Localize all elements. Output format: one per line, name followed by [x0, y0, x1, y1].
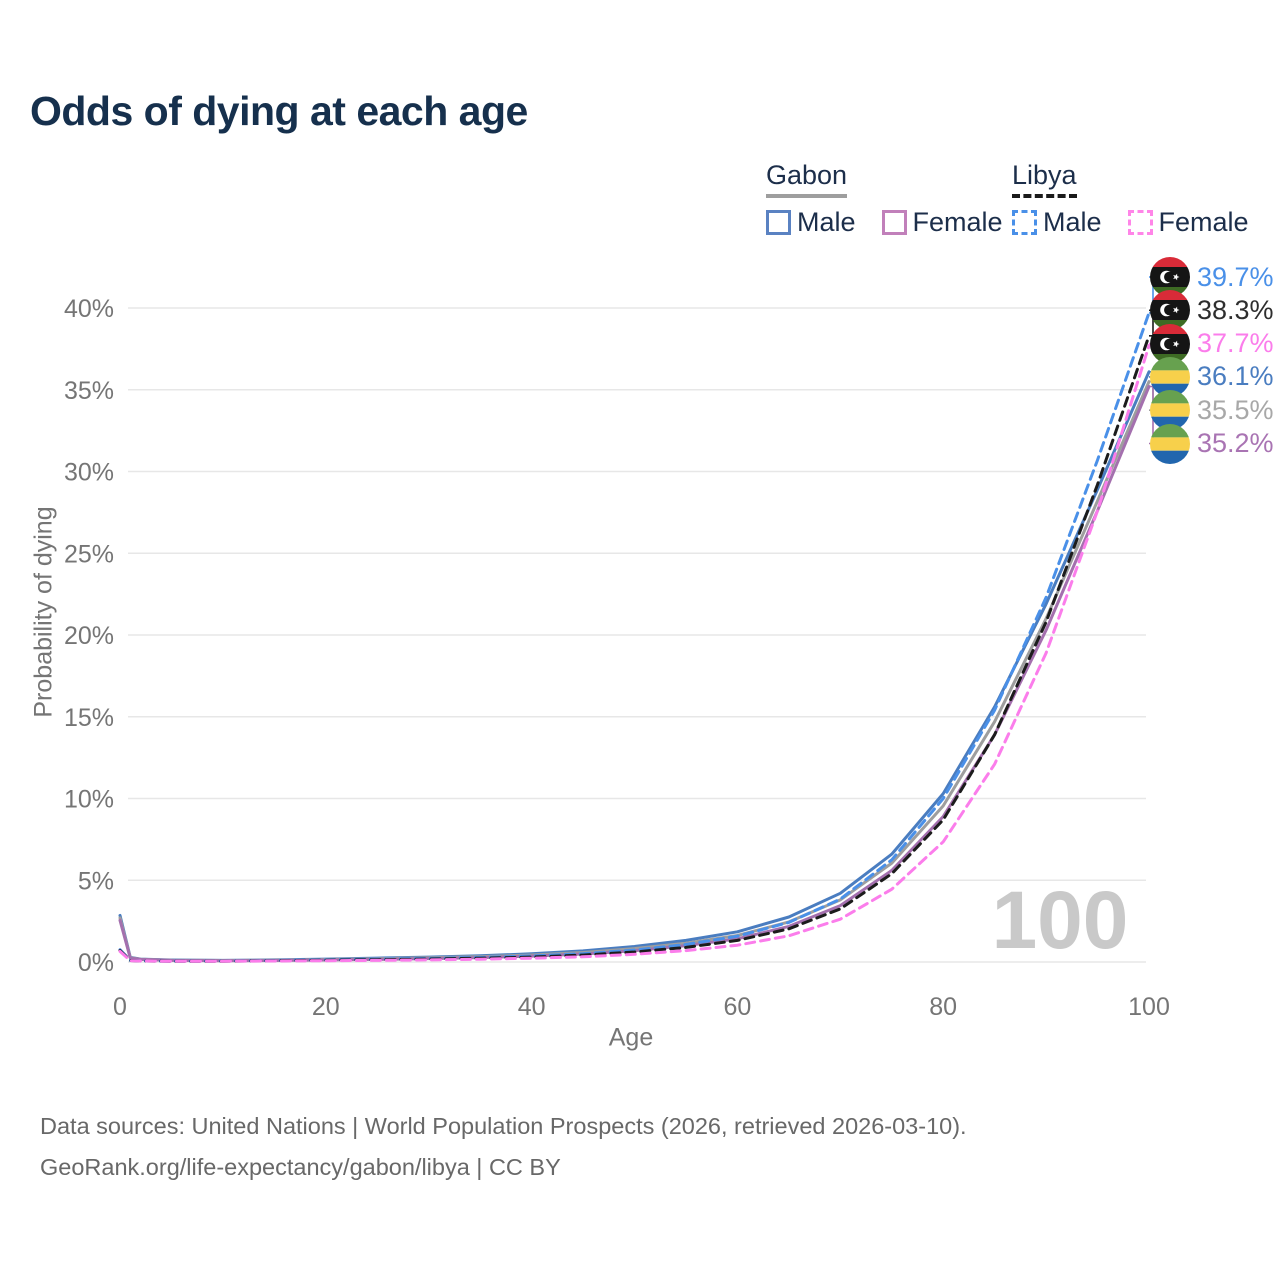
- x-axis-title: Age: [608, 1023, 654, 1052]
- legend-swatch-icon: [766, 210, 791, 235]
- page-title: Odds of dying at each age: [30, 88, 528, 134]
- y-axis-title: Probability of dying: [29, 506, 58, 718]
- series-line-gabon-male: [118, 370, 1151, 962]
- y-tick-label: 10%: [64, 786, 114, 814]
- series-line-libya-all: [118, 334, 1151, 963]
- end-label-value: 39.7%: [1197, 261, 1274, 292]
- end-label-value: 35.5%: [1197, 394, 1274, 425]
- x-tick-label: 0: [113, 993, 127, 1021]
- gabon-flag-icon: [1150, 423, 1190, 464]
- y-tick-label: 35%: [64, 377, 114, 405]
- y-tick-label: 20%: [64, 622, 114, 650]
- series-line-gabon-all: [118, 380, 1151, 962]
- legend-group-gabon: Gabon Male Female: [766, 160, 1003, 238]
- x-tick-label: 60: [723, 993, 751, 1021]
- x-tick-label: 100: [1128, 993, 1170, 1021]
- y-tick-label: 30%: [64, 459, 114, 487]
- y-tick-label: 15%: [64, 704, 114, 732]
- y-tick-label: 0%: [78, 949, 114, 977]
- x-tick-label: 40: [518, 993, 546, 1021]
- footer: Data sources: United Nations | World Pop…: [40, 1106, 967, 1188]
- legend-swatch-icon: [1127, 210, 1153, 235]
- footer-line-attribution: GeoRank.org/life-expectancy/gabon/libya …: [40, 1154, 561, 1180]
- age-watermark: 100: [992, 875, 1129, 966]
- legend-item-label: Female: [1158, 207, 1249, 237]
- y-tick-label: 40%: [64, 295, 114, 323]
- legend-item-libya-male[interactable]: Male: [1012, 207, 1102, 238]
- end-label-value: 36.1%: [1197, 361, 1274, 392]
- footer-line-datasources: Data sources: United Nations | World Pop…: [40, 1113, 967, 1139]
- end-label-gabon-male: 36.1%: [1150, 356, 1274, 397]
- legend-group-title: Gabon: [766, 160, 848, 198]
- legend-item-libya-female[interactable]: Female: [1127, 207, 1249, 238]
- legend-item-label: Male: [797, 207, 856, 237]
- series-line-libya-male: [118, 311, 1151, 963]
- series-line-libya-female: [118, 344, 1151, 963]
- x-tick-label: 80: [929, 993, 957, 1021]
- y-tick-label: 5%: [78, 867, 114, 895]
- legend-group-title: Libya: [1012, 160, 1077, 198]
- legend-item-gabon-female[interactable]: Female: [881, 207, 1003, 238]
- legend-swatch-icon: [1012, 210, 1037, 235]
- legend-item-label: Female: [912, 207, 1003, 237]
- legend-item-gabon-male[interactable]: Male: [766, 207, 856, 238]
- end-label-gabon-female: 35.2%: [1150, 423, 1274, 464]
- end-label-value: 38.3%: [1197, 294, 1274, 325]
- y-tick-label: 25%: [64, 540, 114, 568]
- legend-swatch-icon: [881, 210, 907, 235]
- end-label-value: 37.7%: [1197, 328, 1274, 359]
- legend-item-label: Male: [1043, 207, 1102, 237]
- legend-group-libya: Libya Male Female: [1012, 160, 1249, 238]
- x-tick-label: 20: [312, 993, 340, 1021]
- end-label-value: 35.2%: [1197, 428, 1274, 458]
